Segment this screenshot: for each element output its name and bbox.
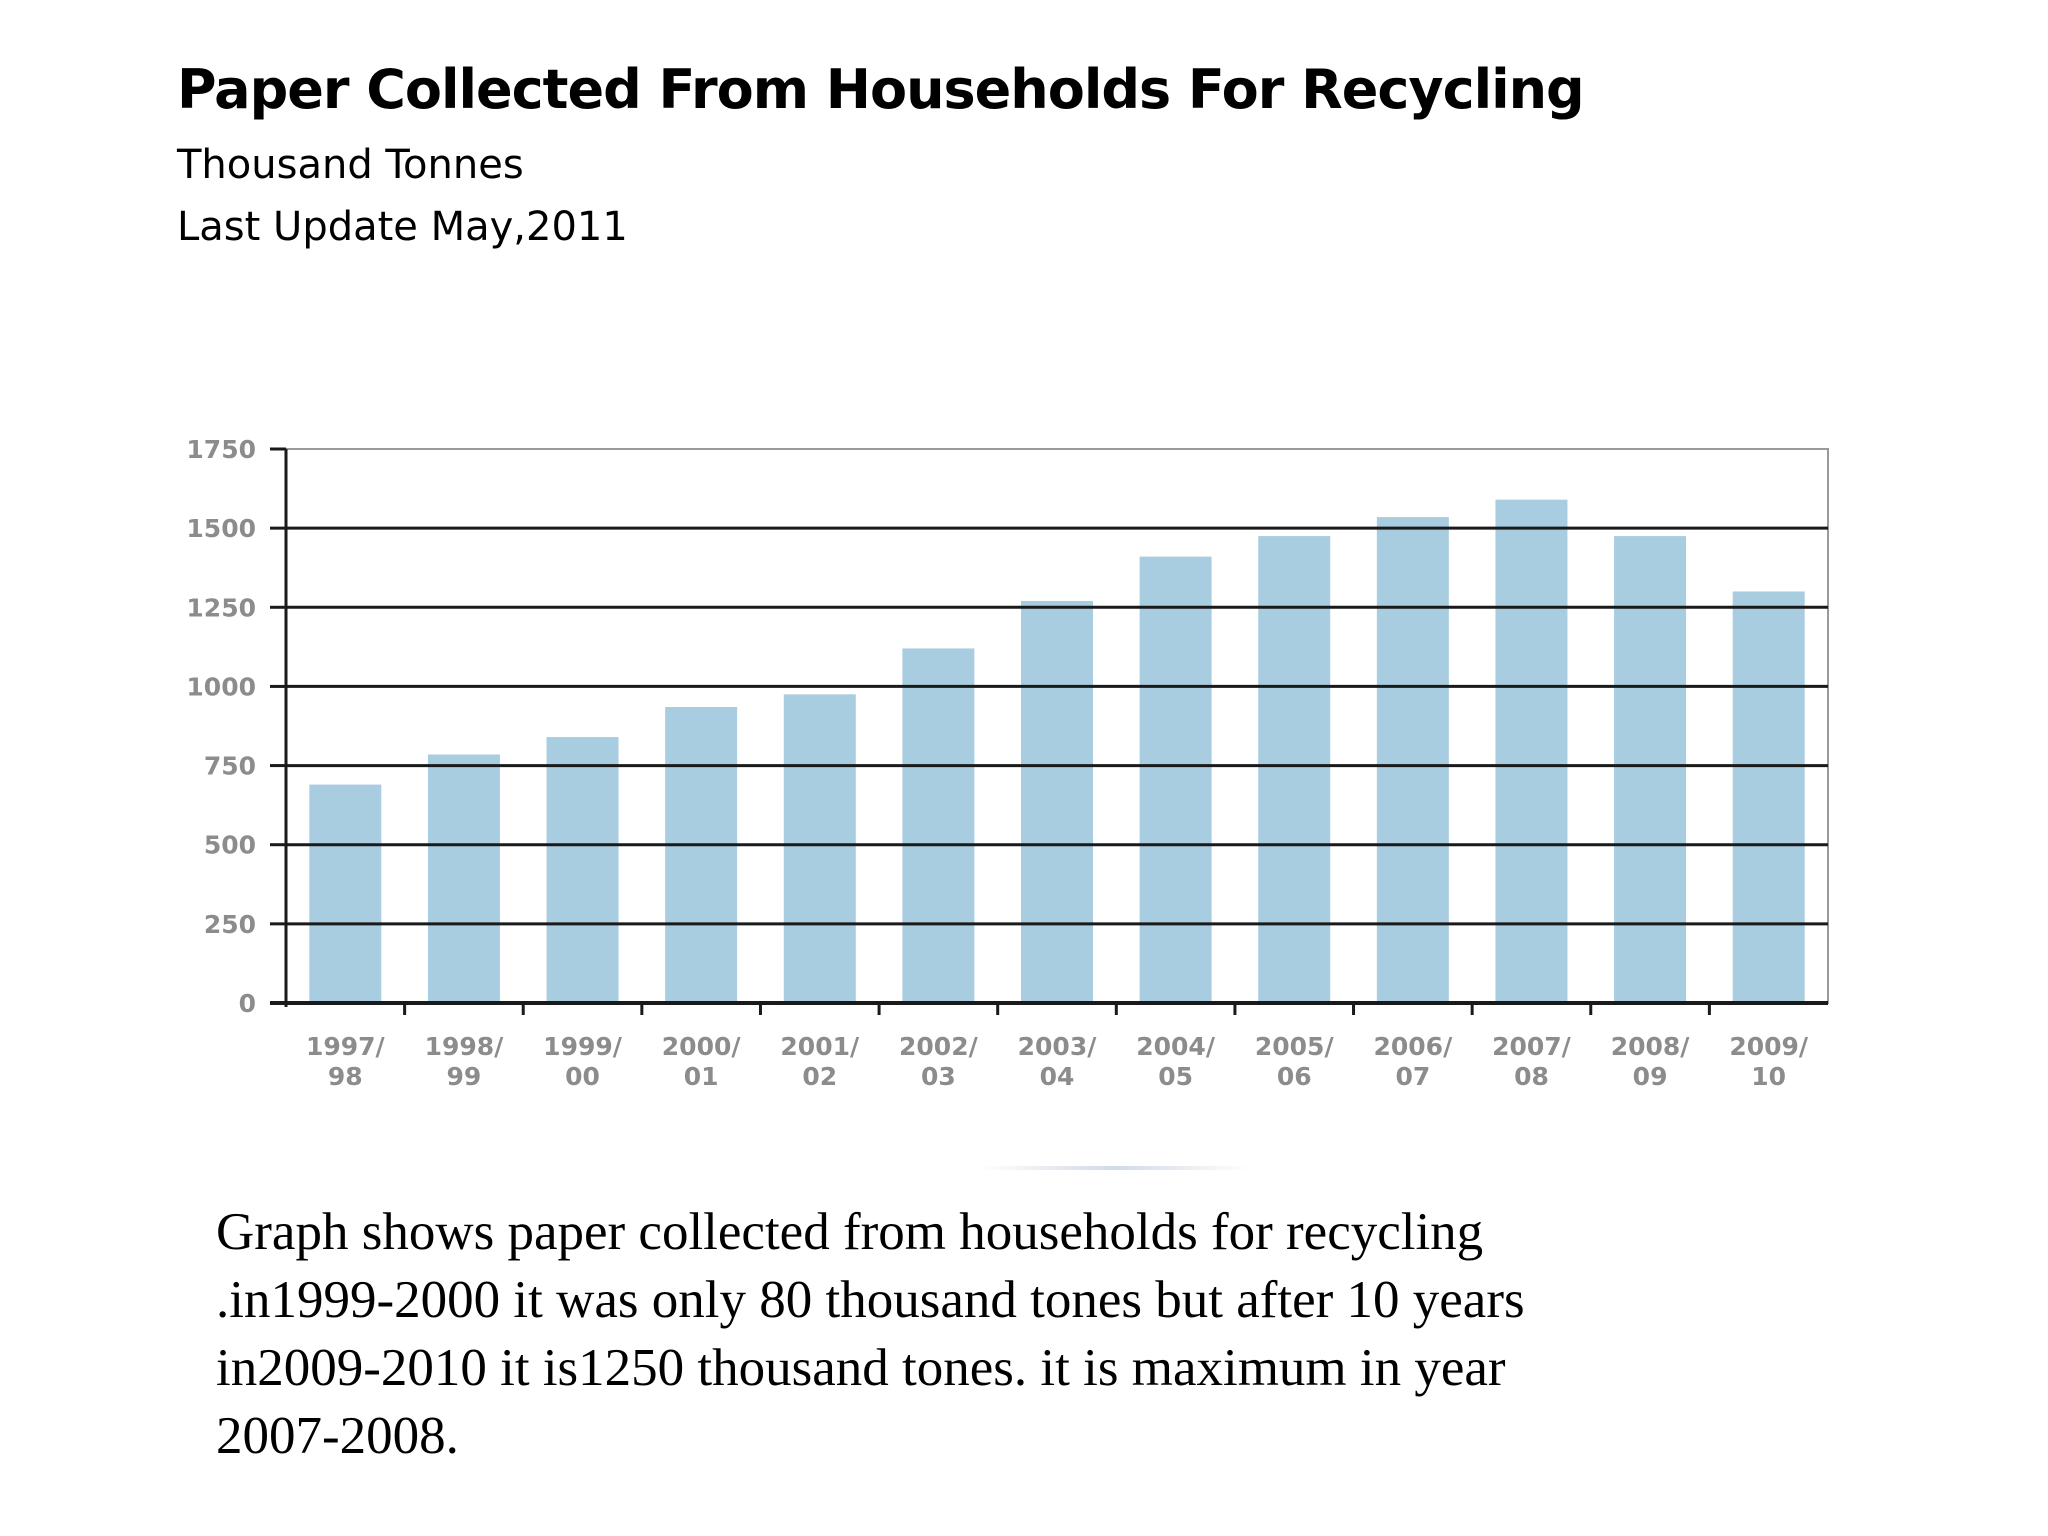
- caption-line: 2007-2008.: [216, 1407, 459, 1465]
- x-tick-label: 1997/98: [306, 1032, 386, 1091]
- bar: [427, 754, 500, 1003]
- caption-line: Graph shows paper collected from househo…: [216, 1203, 1484, 1261]
- bar: [546, 737, 619, 1003]
- y-tick-label: 1000: [186, 672, 256, 701]
- x-tick-label: 2007/08: [1492, 1032, 1572, 1091]
- x-tick-label: 2003/04: [1018, 1032, 1098, 1091]
- last-update-text: Last Update May,2011: [177, 204, 628, 250]
- y-tick-label: 500: [204, 831, 256, 860]
- x-tick-label: 2002/03: [899, 1032, 979, 1091]
- x-tick-label: 2000/01: [662, 1032, 742, 1091]
- y-tick-label: 750: [204, 752, 256, 781]
- x-tick-label: 2005/06: [1255, 1032, 1335, 1091]
- x-tick-label: 1998/99: [425, 1032, 505, 1091]
- unit-subtitle: Thousand Tonnes: [177, 142, 524, 188]
- y-tick-label: 1250: [186, 593, 256, 622]
- x-tick-label: 2009/10: [1729, 1032, 1809, 1091]
- caption-line: .in1999-2000 it was only 80 thousand ton…: [216, 1271, 1525, 1329]
- bar: [309, 784, 382, 1003]
- bar: [1021, 600, 1093, 1003]
- y-tick-label: 1500: [186, 514, 256, 543]
- divider-shadow: [980, 1166, 1250, 1170]
- bar: [1495, 499, 1568, 1003]
- bar: [665, 707, 738, 1003]
- bar: [783, 694, 856, 1003]
- bar: [902, 648, 975, 1003]
- x-tick-label: 2001/02: [780, 1032, 860, 1091]
- x-tick-label: 1999/00: [543, 1032, 623, 1091]
- page-title: Paper Collected From Households For Recy…: [177, 58, 1585, 121]
- y-tick-label: 1750: [186, 435, 256, 464]
- bar-chart: 0 250 500 750 1000 1250 1500 1750 1997/98 1998/99…: [186, 435, 1829, 1091]
- bar: [1376, 517, 1449, 1003]
- y-tick-label: 0: [239, 989, 256, 1018]
- bar: [1732, 591, 1805, 1003]
- y-tick-label: 250: [204, 910, 256, 939]
- x-tick-label: 2008/09: [1611, 1032, 1691, 1091]
- caption-line: in2009-2010 it is1250 thousand tones. it…: [216, 1339, 1506, 1397]
- bar: [1139, 556, 1212, 1003]
- x-tick-label: 2006/07: [1373, 1032, 1453, 1091]
- x-tick-label: 2004/05: [1136, 1032, 1216, 1091]
- chart-caption: Graph shows paper collected from househo…: [216, 1198, 1836, 1470]
